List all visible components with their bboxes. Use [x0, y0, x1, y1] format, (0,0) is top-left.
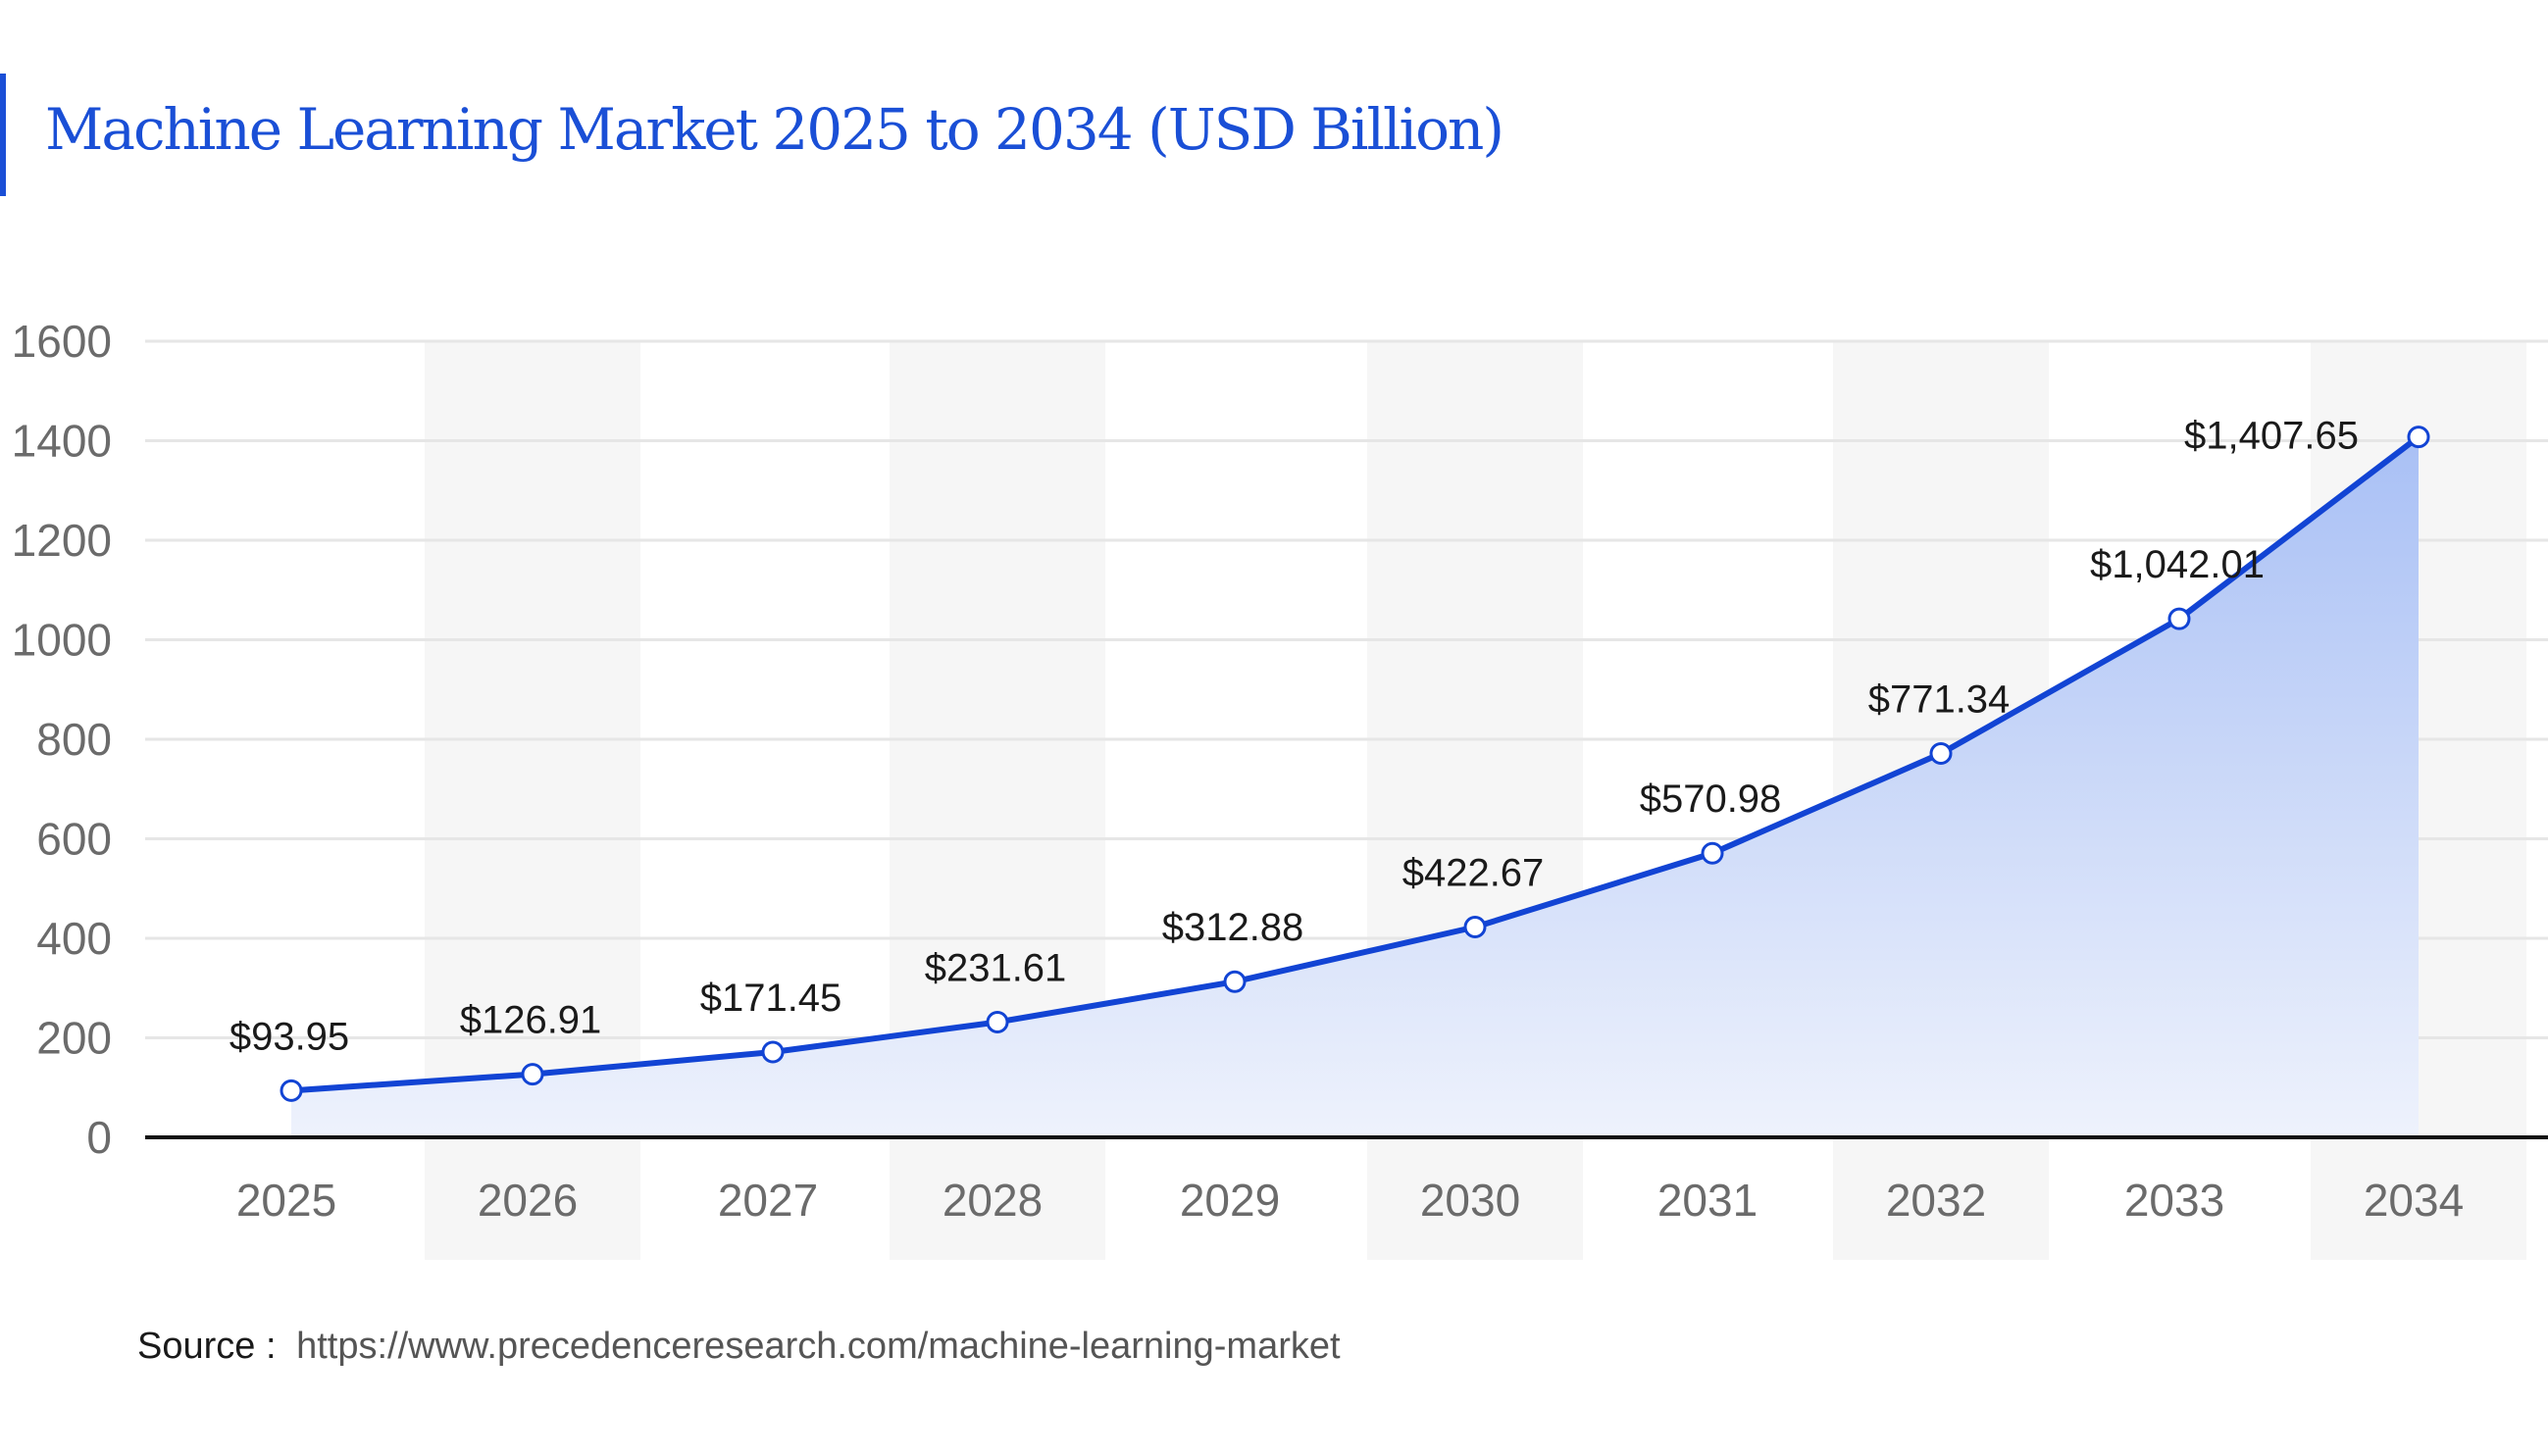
y-tick-label: 1000 [12, 615, 112, 666]
x-tick-label: 2029 [1180, 1175, 1280, 1226]
y-tick-label: 800 [36, 714, 112, 765]
area-fill [291, 436, 2419, 1137]
y-tick-label: 600 [36, 814, 112, 865]
data-point [761, 1040, 785, 1064]
data-point [280, 1079, 303, 1102]
y-tick-label: 400 [36, 913, 112, 964]
data-label: $93.95 [229, 1015, 349, 1058]
data-point [1223, 970, 1247, 993]
x-tick-label: 2026 [478, 1175, 578, 1226]
source-url: https://www.precedenceresearch.com/machi… [296, 1326, 1341, 1367]
x-tick-labels: 2025 2026 2027 2028 2029 2030 2031 2032 2033 2034 [236, 1175, 2464, 1226]
data-point [2167, 607, 2191, 630]
x-tick-label: 2028 [943, 1175, 1043, 1226]
data-point [1701, 841, 1724, 865]
y-tick-label: 1200 [12, 515, 112, 566]
series-line [288, 433, 2421, 1094]
source-note: Source : https://www.precedenceresearch.… [137, 1326, 1341, 1368]
data-label: $771.34 [1868, 678, 2011, 722]
y-tick-label: 0 [86, 1112, 112, 1163]
area-layer [291, 436, 2419, 1137]
x-tick-label: 2031 [1657, 1175, 1758, 1226]
y-tick-label: 1600 [12, 316, 112, 367]
x-tick-label: 2030 [1420, 1175, 1520, 1226]
title-accent-bar [0, 74, 6, 196]
x-tick-label: 2034 [2364, 1175, 2464, 1226]
y-tick-label: 200 [36, 1013, 112, 1064]
points-layer [280, 426, 2430, 1102]
data-label: $422.67 [1402, 851, 1545, 894]
x-tick-label: 2033 [2124, 1175, 2224, 1226]
data-point [2407, 426, 2430, 449]
x-tick-label: 2025 [236, 1175, 336, 1226]
line-layer [288, 433, 2421, 1094]
chart-title: Machine Learning Market 2025 to 2034 (US… [45, 96, 1504, 163]
source-label: Source : [137, 1326, 277, 1367]
data-point [1463, 915, 1487, 938]
data-label: $126.91 [460, 999, 602, 1042]
y-tick-labels: 0 200 400 600 800 1000 1200 1400 1600 [12, 316, 112, 1163]
x-tick-label: 2032 [1886, 1175, 1986, 1226]
data-labels: $93.95 $126.91 $171.45 $231.61 $312.88 $422.6… [229, 415, 2359, 1059]
data-label: $312.88 [1162, 906, 1304, 949]
data-label: $1,042.01 [2090, 543, 2265, 586]
x-tick-label: 2027 [718, 1175, 818, 1226]
y-tick-label: 1400 [12, 416, 112, 467]
data-point [521, 1063, 544, 1086]
data-point [1929, 742, 1953, 766]
data-label: $570.98 [1640, 778, 1782, 821]
data-point [986, 1010, 1009, 1033]
data-label: $231.61 [925, 946, 1067, 989]
data-label: $1,407.65 [2184, 415, 2359, 458]
data-label: $171.45 [700, 977, 842, 1020]
